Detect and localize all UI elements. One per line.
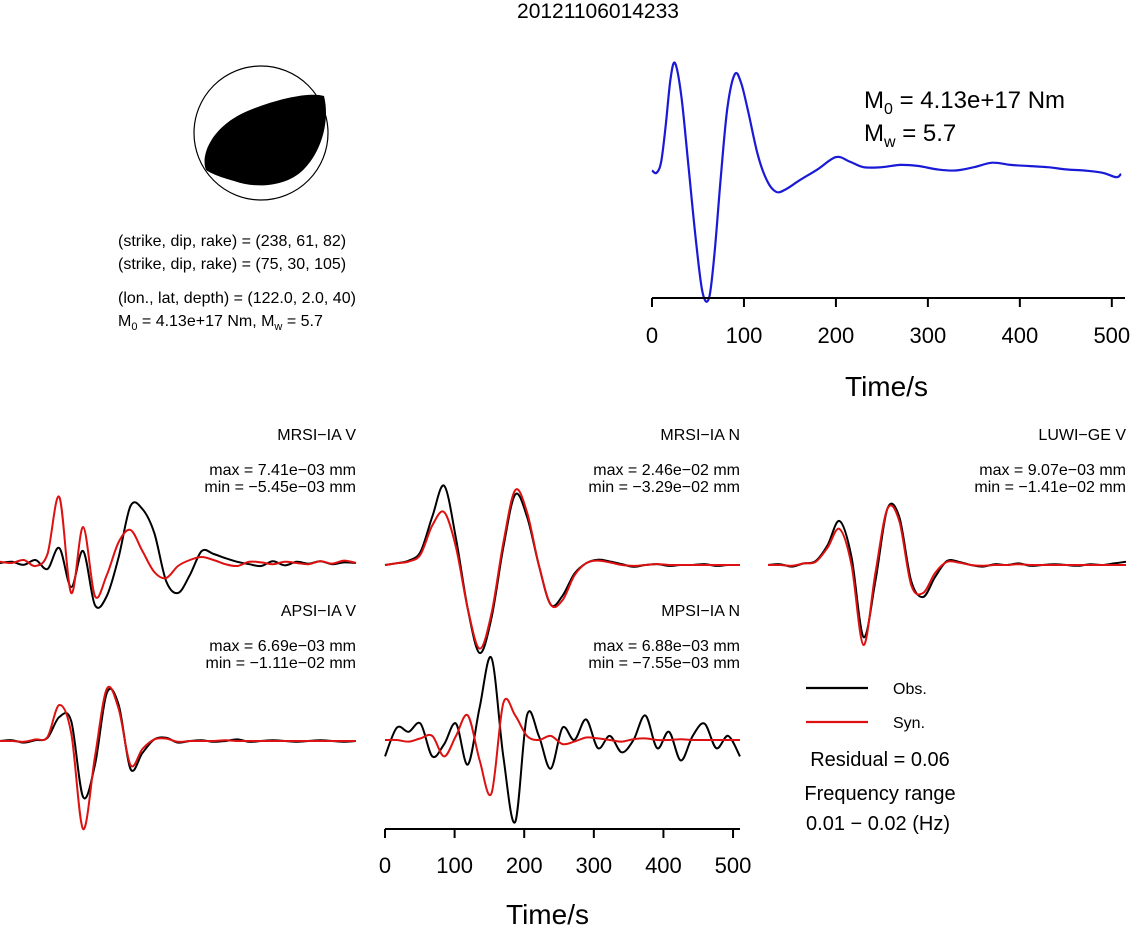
observed-waveform bbox=[384, 655, 741, 824]
wave-x-tick-label: 300 bbox=[575, 853, 612, 878]
amplitude-min-label: min = −5.45e−03 mm bbox=[204, 479, 356, 496]
wave-x-axis-label: Time/s bbox=[506, 899, 589, 928]
wave-x-tick-label: 0 bbox=[379, 853, 391, 878]
figure-title: 20121106014233 bbox=[517, 0, 679, 23]
amplitude-max-label: max = 6.69e−03 mm bbox=[209, 638, 356, 655]
wave-x-tick-label: 400 bbox=[645, 853, 682, 878]
amplitude-min-label: min = −3.29e−02 mm bbox=[588, 479, 740, 496]
synthetic-waveform bbox=[384, 697, 740, 797]
amplitude-min-label: min = −7.55e−03 mm bbox=[588, 655, 740, 672]
stf-x-tick-label: 200 bbox=[818, 323, 855, 348]
stf-x-axis-label: Time/s bbox=[845, 371, 928, 402]
amplitude-max-label: max = 9.07e−03 mm bbox=[979, 462, 1126, 479]
stf-x-tick-label: 100 bbox=[726, 323, 763, 348]
amplitude-min-label: min = −1.41e−02 mm bbox=[974, 479, 1126, 496]
wave-x-tick-label: 100 bbox=[436, 853, 473, 878]
stf-magnitude-labels: M0 = 4.13e+17 Nm Mw = 5.7 bbox=[864, 87, 1065, 151]
mechanism-info: (strike, dip, rake) = (238, 61, 82) (str… bbox=[118, 233, 356, 333]
beachball-compressional-quadrant bbox=[204, 94, 326, 186]
waveform-time-axis: 0 100 200 300 400 500 Time/s bbox=[379, 828, 752, 928]
stf-line bbox=[651, 61, 1122, 303]
station-label: APSI−IA V bbox=[281, 603, 356, 620]
stf-x-tick-label: 500 bbox=[1093, 323, 1130, 348]
observed-waveform bbox=[0, 501, 357, 609]
nodal-plane-1: (strike, dip, rake) = (238, 61, 82) bbox=[118, 233, 346, 250]
legend: Obs. Syn. bbox=[806, 681, 927, 732]
amplitude-min-label: min = −1.11e−02 mm bbox=[206, 655, 356, 672]
synthetic-waveform bbox=[0, 685, 356, 831]
amplitude-max-label: max = 2.46e−02 mm bbox=[593, 462, 740, 479]
stf-x-tick-label: 400 bbox=[1001, 323, 1038, 348]
amplitude-max-label: max = 6.88e−03 mm bbox=[593, 638, 740, 655]
frequency-range-label: Frequency range bbox=[804, 783, 955, 805]
legend-obs-label: Obs. bbox=[893, 681, 927, 698]
station-label: LUWI−GE V bbox=[1038, 427, 1126, 444]
observed-waveform bbox=[767, 502, 1127, 639]
station-label: MRSI−IA V bbox=[277, 427, 356, 444]
frequency-range-value: 0.01 − 0.02 (Hz) bbox=[806, 813, 950, 835]
residual-value: Residual = 0.06 bbox=[810, 749, 950, 771]
source-time-function-plot: 0 100 200 300 400 500 Time/s bbox=[646, 61, 1130, 402]
station-label: MRSI−IA N bbox=[660, 427, 740, 444]
wave-x-tick-label: 500 bbox=[715, 853, 752, 878]
legend-syn-label: Syn. bbox=[893, 715, 925, 732]
stf-x-tick-label: 0 bbox=[646, 323, 658, 348]
synthetic-waveform bbox=[384, 488, 740, 650]
observed-waveform bbox=[384, 484, 741, 654]
hypocenter-info: (lon., lat, depth) = (122.0, 2.0, 40) bbox=[118, 290, 356, 307]
synthetic-waveform bbox=[0, 495, 357, 599]
wave-x-tick-label: 200 bbox=[506, 853, 543, 878]
station-label: MPSI−IA N bbox=[661, 603, 740, 620]
synthetic-waveform bbox=[767, 504, 1126, 647]
amplitude-max-label: max = 7.41e−03 mm bbox=[209, 462, 356, 479]
stf-magnitude-label: Mw = 5.7 bbox=[864, 120, 956, 151]
focal-mechanism-beachball bbox=[193, 65, 329, 201]
nodal-plane-2: (strike, dip, rake) = (75, 30, 105) bbox=[118, 256, 346, 273]
stf-moment-label: M0 = 4.13e+17 Nm bbox=[864, 87, 1065, 118]
observed-waveform bbox=[0, 687, 357, 800]
moment-info: M0 = 4.13e+17 Nm, Mw = 5.7 bbox=[118, 313, 323, 333]
stf-x-tick-label: 300 bbox=[910, 323, 947, 348]
